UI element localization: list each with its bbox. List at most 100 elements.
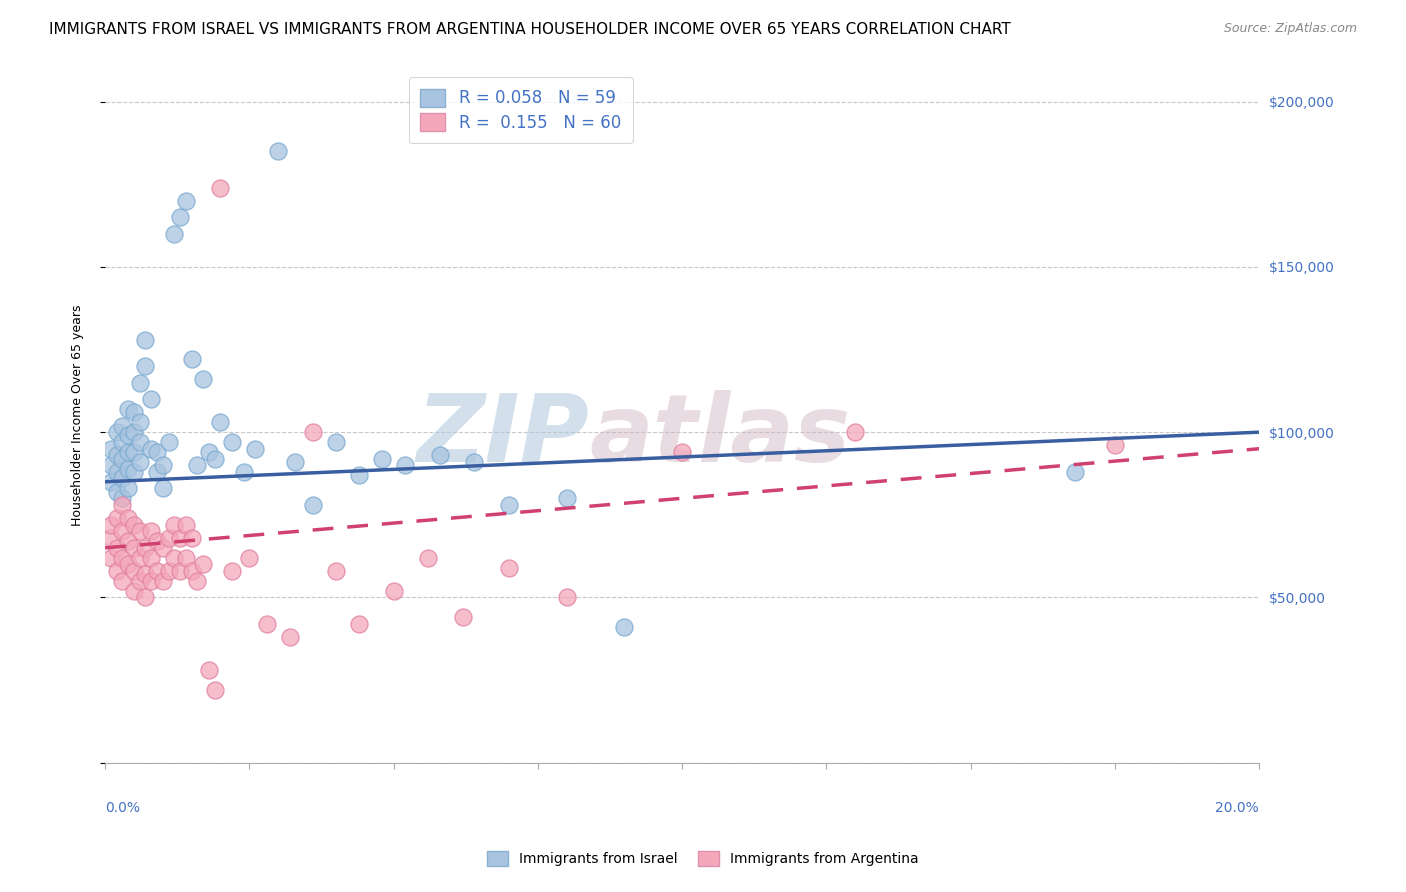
Point xyxy=(174,517,197,532)
Point xyxy=(111,574,134,588)
Point xyxy=(111,524,134,539)
Point xyxy=(122,445,145,459)
Point xyxy=(221,435,243,450)
Point xyxy=(111,491,134,506)
Point xyxy=(117,558,139,572)
Point xyxy=(100,458,122,473)
Point xyxy=(169,531,191,545)
Text: IMMIGRANTS FROM ISRAEL VS IMMIGRANTS FROM ARGENTINA HOUSEHOLDER INCOME OVER 65 Y: IMMIGRANTS FROM ISRAEL VS IMMIGRANTS FRO… xyxy=(49,22,1011,37)
Point xyxy=(111,471,134,485)
Point xyxy=(111,418,134,433)
Point xyxy=(105,564,128,578)
Point xyxy=(498,560,520,574)
Point xyxy=(134,333,156,347)
Point xyxy=(100,475,122,489)
Point xyxy=(117,534,139,549)
Point xyxy=(301,498,323,512)
Point xyxy=(141,524,163,539)
Point xyxy=(122,583,145,598)
Point xyxy=(1104,438,1126,452)
Point xyxy=(198,445,221,459)
Text: 0.0%: 0.0% xyxy=(105,801,141,815)
Point xyxy=(105,465,128,479)
Point xyxy=(163,550,186,565)
Point xyxy=(100,442,122,456)
Point xyxy=(141,442,163,456)
Legend: Immigrants from Israel, Immigrants from Argentina: Immigrants from Israel, Immigrants from … xyxy=(481,846,925,871)
Legend: R = 0.058   N = 59, R =  0.155   N = 60: R = 0.058 N = 59, R = 0.155 N = 60 xyxy=(409,77,633,144)
Point xyxy=(429,448,451,462)
Point xyxy=(204,451,226,466)
Point xyxy=(111,435,134,450)
Point xyxy=(169,211,191,225)
Point xyxy=(100,531,122,545)
Point xyxy=(122,425,145,440)
Point xyxy=(105,484,128,499)
Point xyxy=(157,564,180,578)
Point xyxy=(301,425,323,440)
Point xyxy=(122,541,145,555)
Point xyxy=(163,227,186,241)
Point xyxy=(157,435,180,450)
Point xyxy=(134,591,156,605)
Point xyxy=(141,550,163,565)
Point xyxy=(238,550,260,565)
Point xyxy=(128,376,150,390)
Point xyxy=(141,392,163,406)
Point xyxy=(152,458,174,473)
Point xyxy=(204,683,226,698)
Y-axis label: Householder Income Over 65 years: Householder Income Over 65 years xyxy=(72,305,84,526)
Point xyxy=(209,415,232,429)
Point xyxy=(232,465,254,479)
Point xyxy=(122,465,145,479)
Point xyxy=(122,564,145,578)
Point xyxy=(117,461,139,475)
Point xyxy=(243,442,266,456)
Point xyxy=(122,517,145,532)
Point xyxy=(555,591,578,605)
Point xyxy=(193,372,215,386)
Point xyxy=(267,144,290,158)
Point xyxy=(451,610,474,624)
Point xyxy=(1063,465,1085,479)
Point xyxy=(180,564,202,578)
Point xyxy=(100,517,122,532)
Point xyxy=(146,534,169,549)
Point xyxy=(498,498,520,512)
Point xyxy=(613,620,636,634)
Point xyxy=(347,468,370,483)
Text: 20.0%: 20.0% xyxy=(1215,801,1260,815)
Point xyxy=(117,402,139,417)
Point xyxy=(174,550,197,565)
Point xyxy=(256,616,278,631)
Point xyxy=(128,550,150,565)
Point xyxy=(209,180,232,194)
Point xyxy=(105,448,128,462)
Point xyxy=(180,352,202,367)
Point xyxy=(117,445,139,459)
Point xyxy=(146,445,169,459)
Point xyxy=(284,455,307,469)
Point xyxy=(152,541,174,555)
Point xyxy=(152,482,174,496)
Point xyxy=(117,482,139,496)
Point xyxy=(117,428,139,442)
Point xyxy=(111,550,134,565)
Point xyxy=(169,564,191,578)
Point xyxy=(134,359,156,373)
Point xyxy=(128,435,150,450)
Point xyxy=(325,435,347,450)
Point xyxy=(157,531,180,545)
Point xyxy=(186,574,208,588)
Point xyxy=(146,465,169,479)
Point xyxy=(186,458,208,473)
Point xyxy=(105,425,128,440)
Point xyxy=(128,524,150,539)
Point xyxy=(174,194,197,208)
Point xyxy=(193,558,215,572)
Point xyxy=(146,564,169,578)
Point xyxy=(128,415,150,429)
Point xyxy=(152,574,174,588)
Point xyxy=(221,564,243,578)
Point xyxy=(671,445,693,459)
